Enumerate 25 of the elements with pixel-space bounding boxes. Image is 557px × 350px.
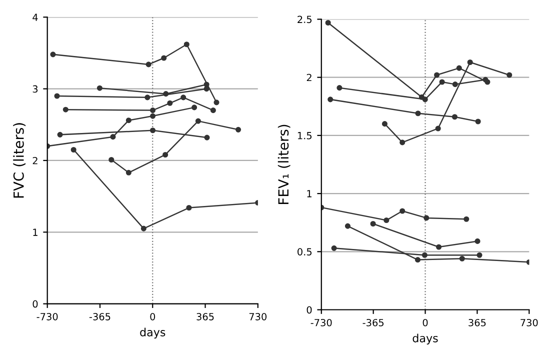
x-tick-label: 730 xyxy=(249,313,267,320)
x-tick-label: 0 xyxy=(150,313,156,320)
y-tick-label: 1 xyxy=(307,190,312,198)
y-tick-label: 2.5 xyxy=(298,16,312,24)
y-axis-title: FVC (liters) xyxy=(13,123,26,198)
y-tick-label: 0.5 xyxy=(298,248,312,256)
x-tick-label: -730 xyxy=(36,313,58,320)
y-tick-label: 2 xyxy=(306,74,312,82)
y-tick-label: 0 xyxy=(306,306,312,314)
x-tick-label: -365 xyxy=(362,318,384,326)
y-tick-label: 2 xyxy=(32,156,38,164)
x-tick-label: 365 xyxy=(468,318,486,326)
x-axis-title: days xyxy=(140,328,166,339)
y-tick-label: 0 xyxy=(32,300,38,308)
x-tick-label: 0 xyxy=(422,318,428,326)
y-tick-label: 1.5 xyxy=(298,132,312,140)
y-tick-label: 1 xyxy=(33,228,38,236)
x-tick-label: 730 xyxy=(520,318,538,326)
y-axis-title: FEV₁ (liters) xyxy=(278,124,290,204)
x-tick-label: -365 xyxy=(89,313,110,320)
x-tick-label: 365 xyxy=(196,313,214,320)
y-tick-label: 3 xyxy=(32,85,38,93)
x-axis-title: days xyxy=(412,334,438,344)
y-tick-label: 4 xyxy=(32,14,38,21)
x-tick-label: -730 xyxy=(310,318,332,326)
